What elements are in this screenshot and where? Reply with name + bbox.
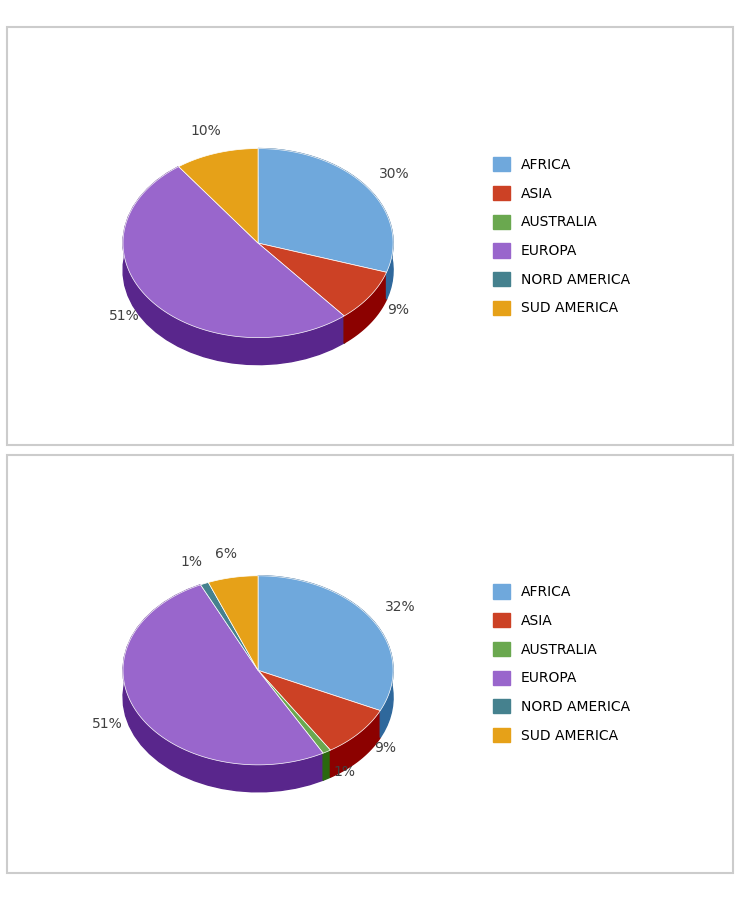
- Polygon shape: [258, 670, 331, 754]
- Text: 1%: 1%: [333, 765, 355, 779]
- Polygon shape: [123, 584, 323, 792]
- Polygon shape: [323, 750, 331, 780]
- Legend: AFRICA, ASIA, AUSTRALIA, EUROPA, NORD AMERICA, SUD AMERICA: AFRICA, ASIA, AUSTRALIA, EUROPA, NORD AM…: [493, 157, 630, 315]
- Text: 9%: 9%: [387, 303, 408, 316]
- Polygon shape: [209, 575, 258, 670]
- Polygon shape: [258, 148, 393, 273]
- Polygon shape: [258, 575, 393, 737]
- Text: 1%: 1%: [180, 554, 202, 569]
- Polygon shape: [258, 575, 393, 711]
- Text: 9%: 9%: [374, 742, 396, 755]
- Text: 6%: 6%: [215, 547, 237, 561]
- Polygon shape: [123, 584, 323, 764]
- Text: 51%: 51%: [109, 308, 140, 323]
- Polygon shape: [200, 583, 258, 670]
- Text: 32%: 32%: [385, 600, 416, 614]
- Polygon shape: [123, 166, 344, 337]
- Text: 30%: 30%: [379, 166, 410, 181]
- Polygon shape: [123, 166, 344, 365]
- Text: 10%: 10%: [191, 124, 221, 137]
- Polygon shape: [258, 243, 387, 316]
- Text: 51%: 51%: [92, 717, 123, 731]
- Polygon shape: [258, 148, 393, 299]
- Polygon shape: [258, 670, 380, 750]
- Polygon shape: [344, 273, 387, 343]
- Polygon shape: [179, 148, 258, 243]
- Legend: AFRICA, ASIA, AUSTRALIA, EUROPA, NORD AMERICA, SUD AMERICA: AFRICA, ASIA, AUSTRALIA, EUROPA, NORD AM…: [493, 584, 630, 743]
- Polygon shape: [331, 711, 380, 777]
